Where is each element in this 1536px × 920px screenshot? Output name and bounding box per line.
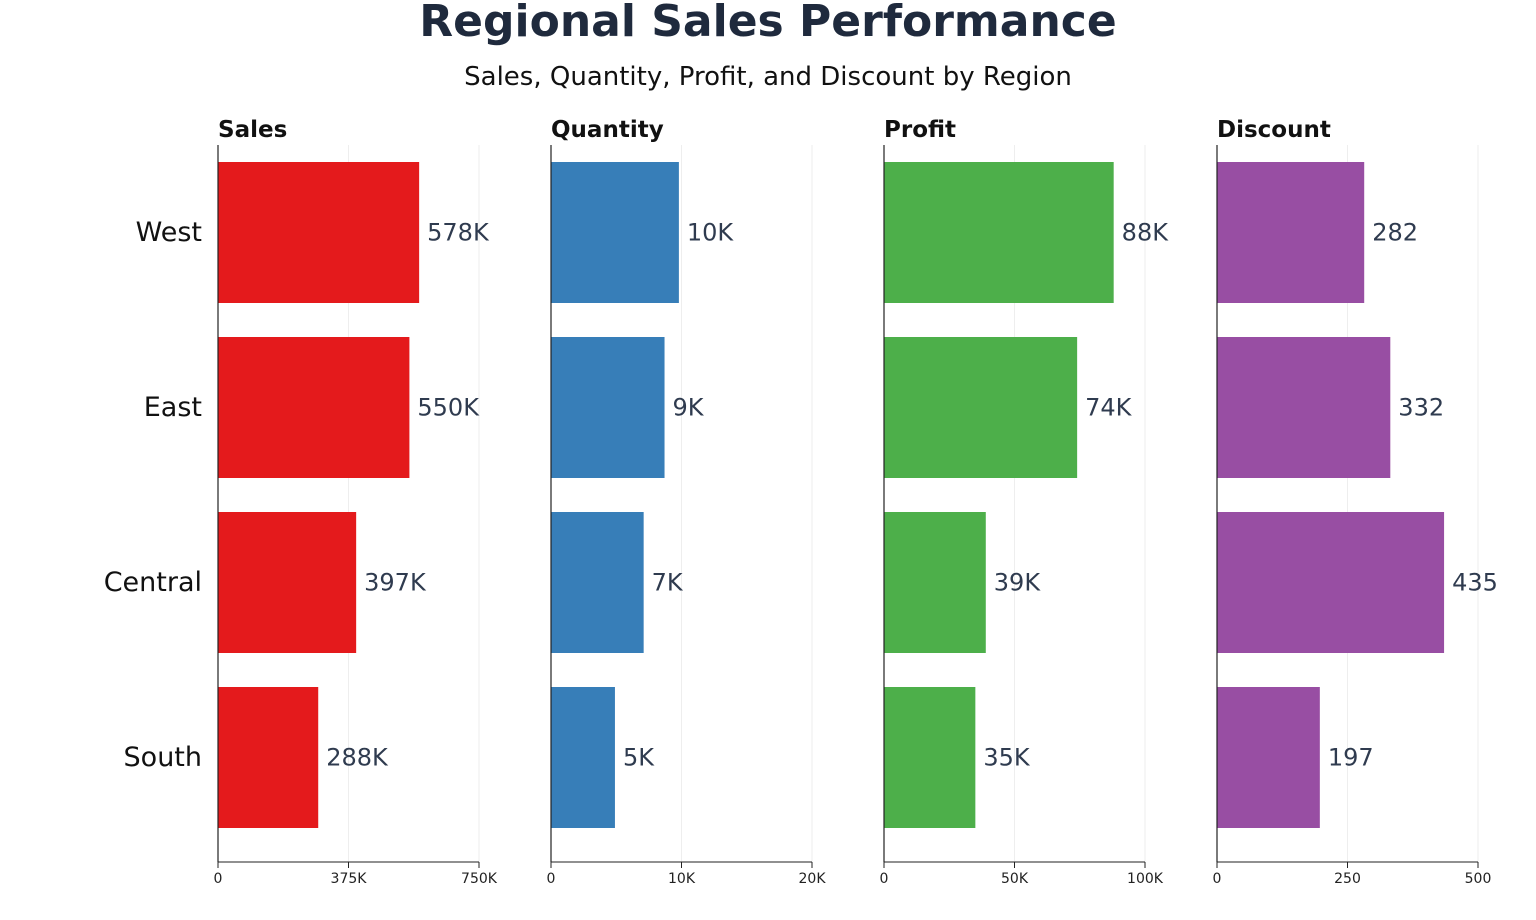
sales-bar-central xyxy=(218,512,357,653)
chart-subtitle: Sales, Quantity, Profit, and Discount by… xyxy=(464,62,1072,92)
discount-tick-label: 500 xyxy=(1465,871,1492,887)
quantity-tick-label: 10K xyxy=(668,871,696,887)
category-label-west: West xyxy=(136,217,202,248)
quantity-value-label: 9K xyxy=(673,394,705,422)
quantity-value-label: 5K xyxy=(623,744,655,772)
quantity-bar-central xyxy=(551,512,644,653)
category-label-east: East xyxy=(144,392,202,423)
discount-value-label: 197 xyxy=(1328,744,1374,772)
discount-panel-title: Discount xyxy=(1217,117,1331,143)
quantity-bar-east xyxy=(551,337,665,478)
discount-tick-label: 0 xyxy=(1213,871,1222,887)
profit-value-label: 39K xyxy=(994,569,1042,597)
category-label-central: Central xyxy=(104,567,202,598)
profit-bar-south xyxy=(884,687,976,828)
profit-value-label: 74K xyxy=(1085,394,1133,422)
sales-panel-title: Sales xyxy=(218,117,287,143)
sales-value-label: 550K xyxy=(417,394,480,422)
profit-bar-east xyxy=(884,337,1078,478)
profit-value-label: 35K xyxy=(983,744,1031,772)
quantity-tick-label: 0 xyxy=(547,871,556,887)
profit-bar-central xyxy=(884,512,986,653)
sales-tick-label: 750K xyxy=(461,871,498,887)
quantity-panel-title: Quantity xyxy=(551,117,664,143)
sales-value-label: 288K xyxy=(326,744,389,772)
chart-title: Regional Sales Performance xyxy=(419,0,1117,47)
discount-value-label: 435 xyxy=(1452,569,1498,597)
profit-tick-label: 50K xyxy=(1001,871,1029,887)
discount-bar-central xyxy=(1217,512,1445,653)
discount-bar-south xyxy=(1217,687,1320,828)
discount-bar-east xyxy=(1217,337,1391,478)
discount-value-label: 332 xyxy=(1398,394,1444,422)
discount-value-label: 282 xyxy=(1372,219,1418,247)
sales-value-label: 397K xyxy=(364,569,427,597)
sales-tick-label: 375K xyxy=(331,871,368,887)
category-label-south: South xyxy=(124,742,202,773)
sales-value-label: 578K xyxy=(427,219,490,247)
sales-bar-east xyxy=(218,337,410,478)
sales-bar-south xyxy=(218,687,319,828)
discount-tick-label: 250 xyxy=(1334,871,1361,887)
quantity-value-label: 7K xyxy=(652,569,684,597)
quantity-value-label: 10K xyxy=(687,219,735,247)
quantity-tick-label: 20K xyxy=(799,871,827,887)
quantity-bar-west xyxy=(551,162,679,303)
profit-bar-west xyxy=(884,162,1114,303)
sales-bar-west xyxy=(218,162,420,303)
quantity-bar-south xyxy=(551,687,615,828)
sales-tick-label: 0 xyxy=(214,871,223,887)
discount-bar-west xyxy=(1217,162,1365,303)
profit-tick-label: 100K xyxy=(1127,871,1164,887)
profit-tick-label: 0 xyxy=(880,871,889,887)
profit-panel-title: Profit xyxy=(884,117,956,143)
profit-value-label: 88K xyxy=(1122,219,1170,247)
